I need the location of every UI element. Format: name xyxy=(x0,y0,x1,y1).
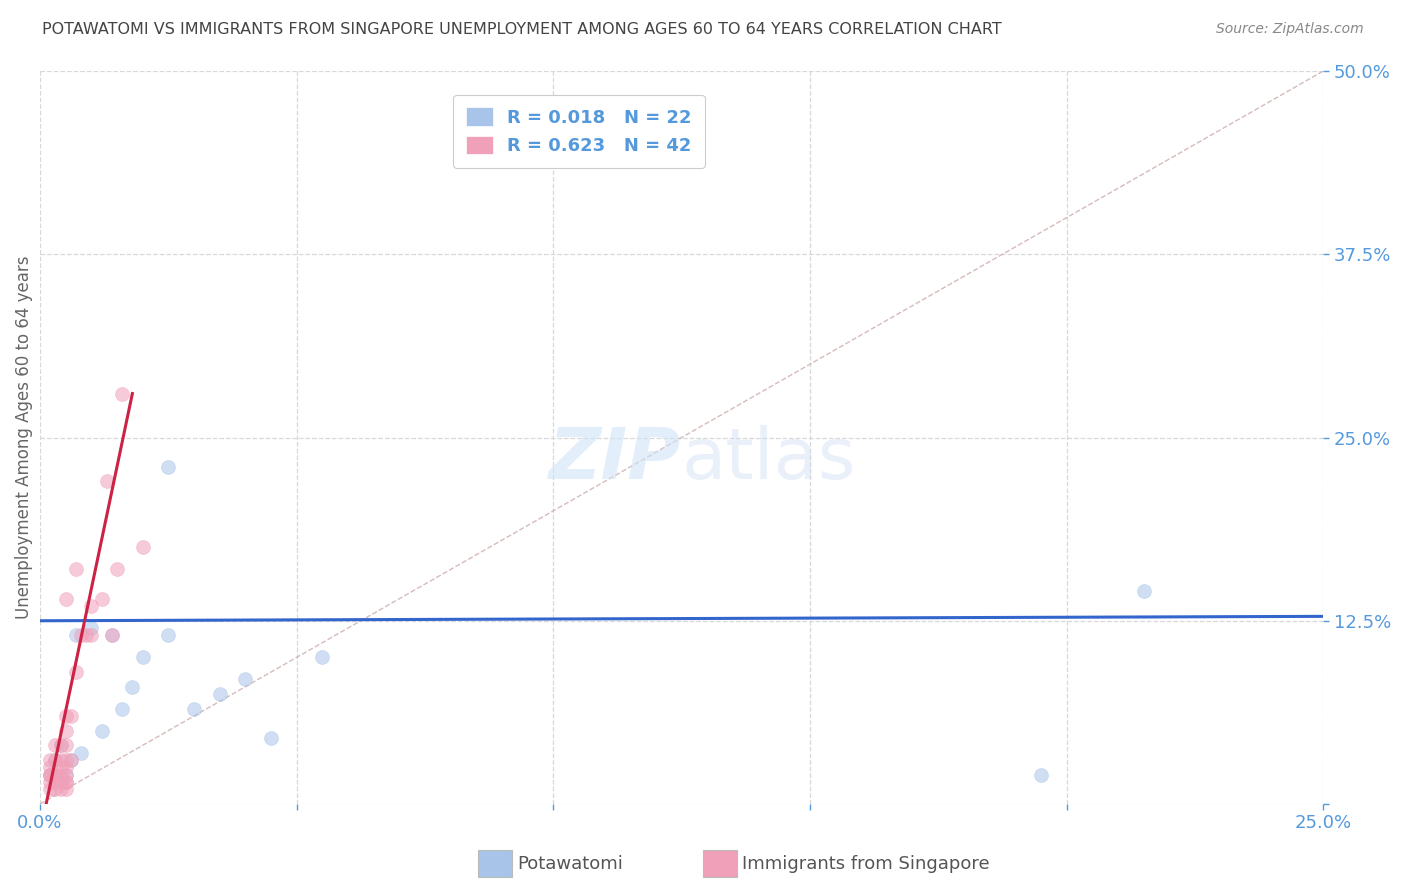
Point xyxy=(39,767,62,781)
Point xyxy=(44,739,66,753)
Point xyxy=(39,782,62,797)
Point xyxy=(105,562,128,576)
Point xyxy=(55,723,77,738)
Point xyxy=(65,562,87,576)
Legend: R = 0.018   N = 22, R = 0.623   N = 42: R = 0.018 N = 22, R = 0.623 N = 42 xyxy=(453,95,704,168)
Point xyxy=(55,767,77,781)
Point xyxy=(55,739,77,753)
Point xyxy=(49,760,72,774)
Text: atlas: atlas xyxy=(682,425,856,494)
Point xyxy=(101,628,124,642)
Point xyxy=(157,628,180,642)
Point xyxy=(39,760,62,774)
Point xyxy=(1029,767,1052,781)
Point xyxy=(44,767,66,781)
Point xyxy=(39,775,62,789)
Point xyxy=(70,628,93,642)
Point xyxy=(55,775,77,789)
Point xyxy=(49,753,72,767)
Point xyxy=(49,767,72,781)
Point xyxy=(96,475,118,489)
Point xyxy=(49,739,72,753)
Point xyxy=(183,702,205,716)
Point xyxy=(55,775,77,789)
Point xyxy=(111,386,134,401)
Text: Immigrants from Singapore: Immigrants from Singapore xyxy=(742,855,990,873)
Point xyxy=(131,650,153,665)
Point xyxy=(75,628,97,642)
Point xyxy=(55,591,77,606)
Point xyxy=(44,753,66,767)
Point xyxy=(70,746,93,760)
Point xyxy=(55,709,77,723)
Point xyxy=(59,753,82,767)
Point xyxy=(44,753,66,767)
Point xyxy=(55,760,77,774)
Point xyxy=(59,753,82,767)
Point xyxy=(55,753,77,767)
Point xyxy=(131,541,153,555)
Point xyxy=(44,775,66,789)
Point xyxy=(260,731,283,745)
Text: POTAWATOMI VS IMMIGRANTS FROM SINGAPORE UNEMPLOYMENT AMONG AGES 60 TO 64 YEARS C: POTAWATOMI VS IMMIGRANTS FROM SINGAPORE … xyxy=(42,22,1002,37)
Point xyxy=(157,459,180,474)
Point xyxy=(311,650,333,665)
Point xyxy=(59,709,82,723)
Point xyxy=(65,665,87,679)
Point xyxy=(1132,584,1154,599)
Y-axis label: Unemployment Among Ages 60 to 64 years: Unemployment Among Ages 60 to 64 years xyxy=(15,256,32,619)
Point xyxy=(39,753,62,767)
Point xyxy=(111,702,134,716)
Point xyxy=(49,739,72,753)
Point xyxy=(80,628,103,642)
Point xyxy=(80,599,103,613)
Point xyxy=(44,782,66,797)
Point xyxy=(90,591,112,606)
Point xyxy=(208,687,231,701)
Point xyxy=(65,628,87,642)
Point xyxy=(55,767,77,781)
Point xyxy=(101,628,124,642)
Point xyxy=(49,775,72,789)
Point xyxy=(121,680,143,694)
Text: Potawatomi: Potawatomi xyxy=(517,855,623,873)
Point xyxy=(39,767,62,781)
Point xyxy=(39,767,62,781)
Point xyxy=(233,673,256,687)
Point xyxy=(90,723,112,738)
Point xyxy=(44,767,66,781)
Point xyxy=(49,782,72,797)
Text: ZIP: ZIP xyxy=(550,425,682,494)
Point xyxy=(80,621,103,635)
Text: Source: ZipAtlas.com: Source: ZipAtlas.com xyxy=(1216,22,1364,37)
Point xyxy=(55,782,77,797)
